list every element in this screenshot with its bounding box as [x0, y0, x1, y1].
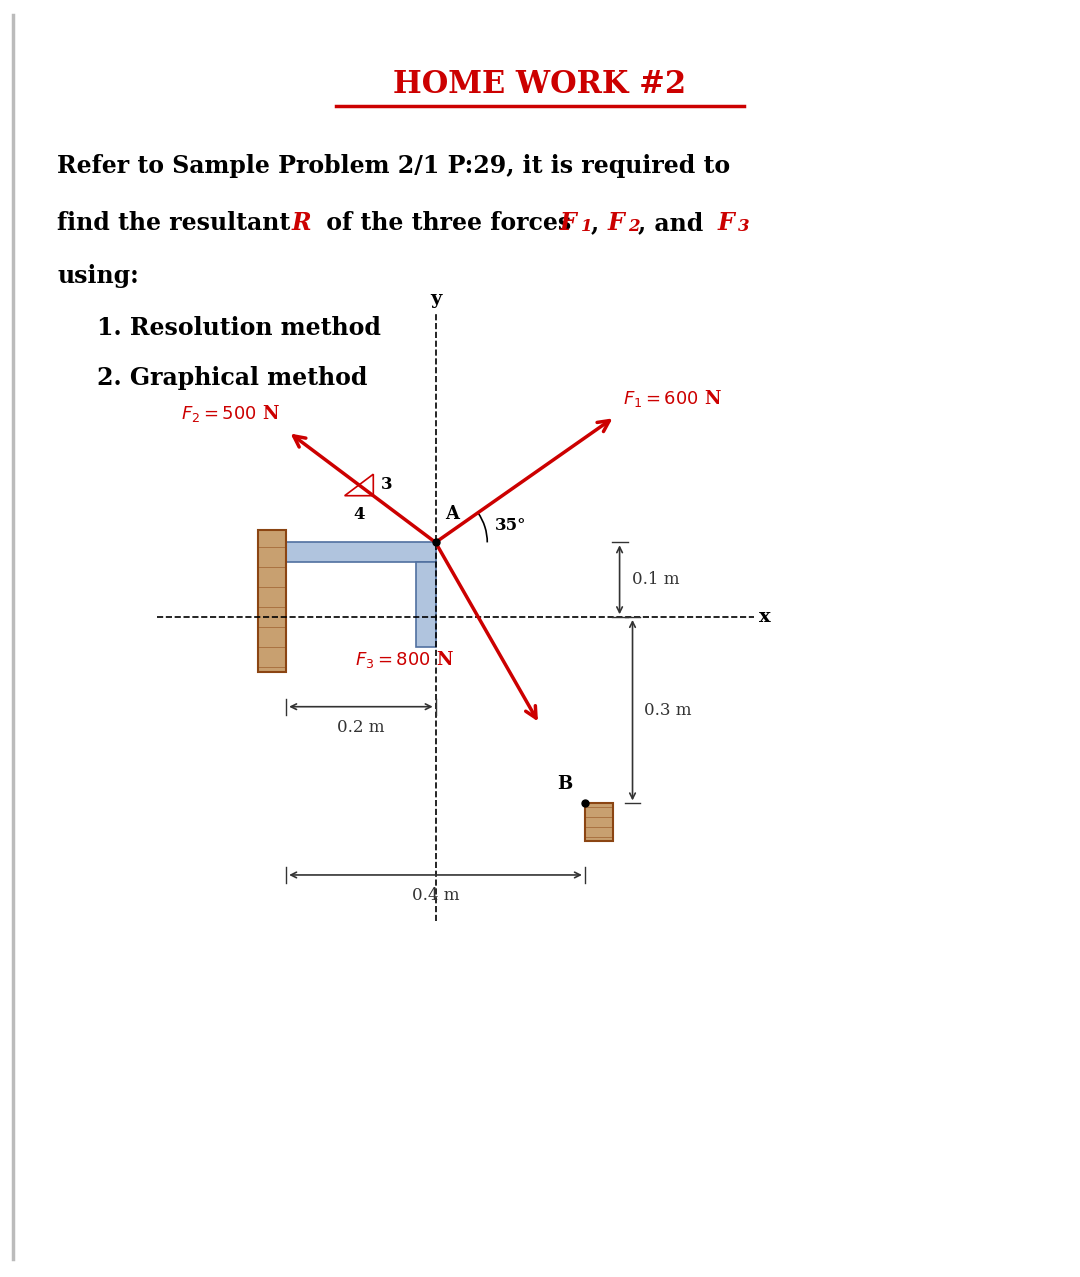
Text: R: R [292, 211, 311, 235]
Text: F: F [608, 211, 624, 235]
Text: of the three forces: of the three forces [319, 211, 580, 235]
Text: 2: 2 [629, 218, 640, 235]
Text: F: F [559, 211, 577, 235]
Text: 35°: 35° [496, 517, 527, 535]
Polygon shape [258, 530, 286, 672]
Polygon shape [584, 803, 612, 842]
Text: Refer to Sample Problem 2/1 P:29, it is required to: Refer to Sample Problem 2/1 P:29, it is … [57, 155, 730, 178]
Text: 0.3 m: 0.3 m [645, 701, 692, 719]
Text: 2. Graphical method: 2. Graphical method [97, 366, 367, 391]
Text: find the resultant: find the resultant [57, 211, 299, 235]
Polygon shape [286, 543, 435, 562]
Text: HOME WORK #2: HOME WORK #2 [393, 69, 687, 101]
Text: 3: 3 [738, 218, 750, 235]
Text: x: x [759, 608, 770, 626]
Text: , and: , and [638, 211, 712, 235]
Text: 0.4 m: 0.4 m [411, 888, 459, 904]
Text: $F_1 = 600$ N: $F_1 = 600$ N [623, 388, 723, 409]
Text: $F_2 = 500$ N: $F_2 = 500$ N [181, 404, 281, 424]
Text: 4: 4 [353, 506, 365, 522]
Text: 0.1 m: 0.1 m [632, 571, 679, 589]
Text: 1. Resolution method: 1. Resolution method [97, 317, 381, 341]
Text: $F_3 = 800$ N: $F_3 = 800$ N [355, 649, 455, 669]
Text: B: B [557, 775, 572, 793]
Text: A: A [445, 504, 459, 522]
Polygon shape [416, 562, 435, 647]
Text: 1: 1 [581, 218, 593, 235]
Text: 0.2 m: 0.2 m [337, 719, 384, 736]
Text: ,: , [591, 211, 599, 235]
Text: F: F [717, 211, 733, 235]
Text: using:: using: [57, 263, 139, 287]
Text: 3: 3 [381, 476, 393, 493]
Text: y: y [430, 290, 442, 309]
